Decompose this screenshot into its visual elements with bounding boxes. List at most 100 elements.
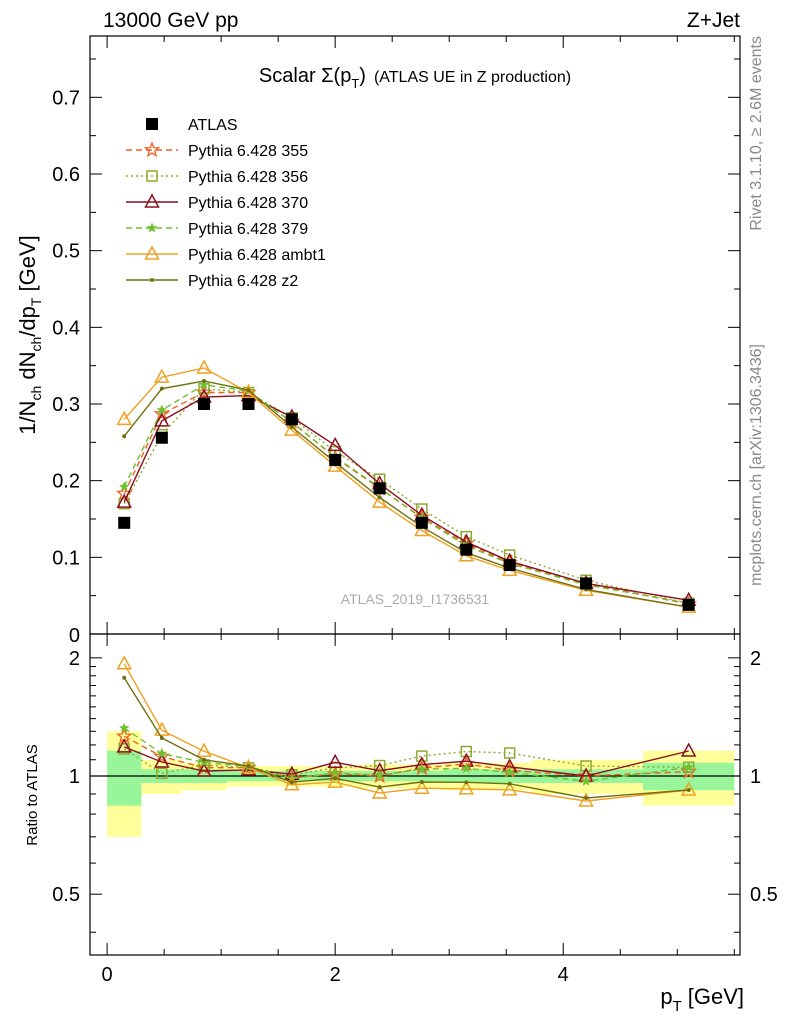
chart-title-main: Scalar Σ(p xyxy=(259,65,351,87)
y-axis-label-part: 1/N xyxy=(15,401,40,435)
ratio-series-point xyxy=(416,750,428,762)
ratio-series-point xyxy=(507,781,512,786)
y-tick-label: 0.7 xyxy=(52,87,80,109)
x-axis-label-unit: [GeV] xyxy=(688,984,744,1009)
legend-label: Pythia 6.428 z2 xyxy=(188,273,298,290)
ratio-series-line xyxy=(123,746,689,777)
ratio-series-line xyxy=(123,663,689,802)
series-point xyxy=(327,436,343,452)
ratio-series-line xyxy=(123,677,689,799)
ratio-series-point xyxy=(246,764,251,769)
ratio-series-point xyxy=(156,747,168,759)
series-point xyxy=(198,379,210,390)
ratio-y-tick-label-right: 1 xyxy=(750,766,761,788)
series-point xyxy=(116,410,132,426)
series-point xyxy=(377,495,382,500)
y-tick-label-zero: 0 xyxy=(69,625,80,647)
ratio-series-point xyxy=(327,773,343,788)
ratio-series-point xyxy=(122,675,127,680)
x-tick-label: 4 xyxy=(558,964,569,986)
y-axis-label-part: /dp xyxy=(15,306,40,337)
header-process-label: Z+Jet xyxy=(687,9,740,32)
ratio-frame xyxy=(89,633,741,956)
ratio-inner-band xyxy=(107,750,142,806)
ratio-series-point xyxy=(501,781,518,796)
series-point xyxy=(122,434,127,439)
legend-marker xyxy=(144,193,160,208)
ratio-series-point xyxy=(116,738,132,753)
ratio-series-point xyxy=(333,776,338,781)
ratio-series-point xyxy=(460,762,472,774)
ratio-series-point xyxy=(414,779,430,794)
series-line xyxy=(123,384,689,604)
main-y-axis-label: 1/Nch dNch/dpT [GeV] xyxy=(15,235,44,435)
y-axis-label-part: dN xyxy=(15,352,40,386)
ratio-series-line xyxy=(123,735,689,779)
y-axis-label-sub: ch xyxy=(28,386,44,401)
ratio-y-axis-label: Ratio to ATLAS xyxy=(24,744,41,845)
data-point xyxy=(242,398,255,410)
series-line xyxy=(123,394,689,601)
ratio-series-point xyxy=(289,780,294,785)
ratio-series-point xyxy=(680,742,697,757)
series-point xyxy=(153,405,171,422)
series-point xyxy=(202,379,207,383)
data-point xyxy=(118,516,131,529)
series-line xyxy=(123,387,689,604)
ratio-series-point xyxy=(584,796,589,801)
y-axis-label-sub: ch xyxy=(28,337,44,352)
y-tick-label: 0.5 xyxy=(52,241,80,263)
ratio-series-point xyxy=(680,781,697,796)
ratio-series-point xyxy=(686,788,691,793)
chart-title-sub: T xyxy=(351,76,359,91)
ratio-y-tick-label-right: 2 xyxy=(750,648,761,670)
legend-label: Pythia 6.428 356 xyxy=(188,169,308,186)
series-point xyxy=(196,359,212,374)
ratio-series-point xyxy=(154,721,170,736)
series-line xyxy=(123,380,689,608)
y-tick-label: 0.6 xyxy=(52,164,80,186)
ratio-series-point xyxy=(118,722,130,733)
ratio-y-tick-label: 2 xyxy=(69,648,80,670)
data-point xyxy=(503,559,516,571)
x-axis-label-sub: T xyxy=(673,998,682,1015)
data-point xyxy=(373,482,386,495)
series-point xyxy=(116,493,132,508)
ratio-series-point xyxy=(116,655,132,670)
ratio-panel: 0 2 40.5 0.51 12 2 xyxy=(52,622,778,986)
x-tick-label: 2 xyxy=(330,964,341,986)
data-point xyxy=(460,543,473,556)
series-line xyxy=(123,367,689,608)
x-axis-label-main: p xyxy=(660,984,672,1009)
legend-marker xyxy=(143,141,161,158)
legend-label: Pythia 6.428 ambt1 xyxy=(188,247,326,264)
ratio-series-point xyxy=(156,767,168,780)
ratio-series-point xyxy=(580,775,592,786)
chart-title: Scalar Σ(pT) (ATLAS UE in Z production) xyxy=(259,65,571,91)
series-point xyxy=(118,481,130,492)
ratio-series-point xyxy=(580,760,592,772)
ratio-series-point xyxy=(371,784,388,799)
y-axis-label-part: [GeV] xyxy=(15,235,40,297)
legend-marker-atlas xyxy=(146,118,158,130)
data-point xyxy=(155,431,168,444)
ratio-series-line xyxy=(123,748,689,776)
ratio-y-tick-label-right: 0.5 xyxy=(750,884,778,906)
series-point xyxy=(154,368,170,383)
ratio-series-point xyxy=(202,757,207,762)
ratio-series-point xyxy=(683,761,695,772)
x-axis-label: pT [GeV] xyxy=(660,984,744,1015)
y-tick-label: 0.2 xyxy=(52,471,80,493)
legend: ATLAS Pythia 6.428 355 Pythia 6.428 356 Pyt… xyxy=(126,117,326,290)
legend-marker xyxy=(146,222,158,233)
ratio-series-point xyxy=(377,785,382,790)
ratio-y-tick-label: 1 xyxy=(69,766,80,788)
ratio-series-point xyxy=(419,779,424,784)
ratio-series-point xyxy=(154,753,170,768)
data-point xyxy=(682,598,695,611)
ratio-series-point xyxy=(458,780,475,795)
ratio-series-point xyxy=(416,763,428,774)
ratio-series-point xyxy=(578,792,594,807)
ratio-series-point xyxy=(504,766,516,777)
